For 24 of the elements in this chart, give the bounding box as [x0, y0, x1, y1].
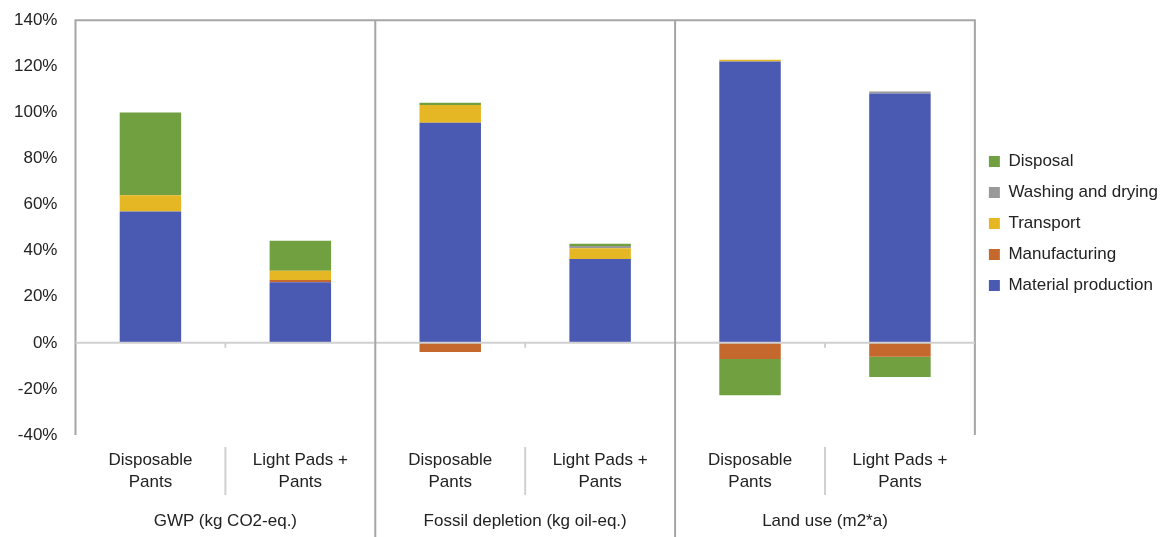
x-tick-label: Light Pads + Pants: [252, 449, 348, 491]
legend-label: Transport: [1008, 213, 1081, 233]
x-tick-label: Disposable Pants: [707, 449, 793, 491]
legend-label: Washing and drying: [1008, 182, 1158, 202]
legend-label: Manufacturing: [1008, 244, 1117, 264]
y-tick-label: 100%: [14, 102, 58, 122]
y-tick-label: 120%: [14, 55, 58, 75]
y-tick-label: 0%: [32, 332, 58, 352]
x-tick-label: Disposable Pants: [108, 449, 193, 491]
y-tick-label: 140%: [14, 9, 58, 29]
y-tick-label: -20%: [17, 378, 58, 398]
text: Fossil depletion (kg oil-eq.): [423, 510, 627, 530]
y-tick-label: 80%: [23, 148, 58, 168]
text: Land use (m2*a): [762, 510, 888, 530]
x-tick-label: Light Pads + Pants: [852, 449, 948, 491]
y-tick-label: 40%: [23, 240, 58, 260]
x-tick-label: Disposable Pants: [408, 449, 493, 491]
y-tick-label: -40%: [17, 424, 58, 444]
text: GWP (kg CO2-eq.): [153, 510, 298, 530]
legend-label: Disposal: [1008, 151, 1074, 171]
y-tick-label: 60%: [23, 194, 58, 214]
x-tick-label: Light Pads + Pants: [552, 449, 648, 491]
legend-label: Material production: [1008, 275, 1153, 295]
y-tick-label: 20%: [23, 286, 58, 306]
